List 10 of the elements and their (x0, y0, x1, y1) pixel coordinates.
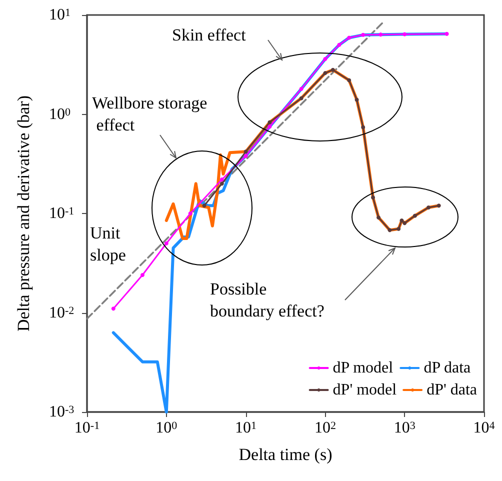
annotation: Skin effect (172, 26, 246, 44)
legend-label: dP data (424, 360, 471, 376)
legend-label: dP' data (426, 382, 478, 398)
annotation: Unit slope (90, 224, 126, 264)
legend-label: dP model (332, 360, 394, 376)
annotation: Wellbore storage effect (92, 94, 208, 134)
y-axis-title: Delta pressure and derivative (bar) (14, 96, 33, 332)
annotation: Possible boundary effect? (210, 280, 324, 320)
legend-label: dP' model (332, 382, 398, 398)
x-axis-title: Delta time (s) (238, 445, 332, 464)
